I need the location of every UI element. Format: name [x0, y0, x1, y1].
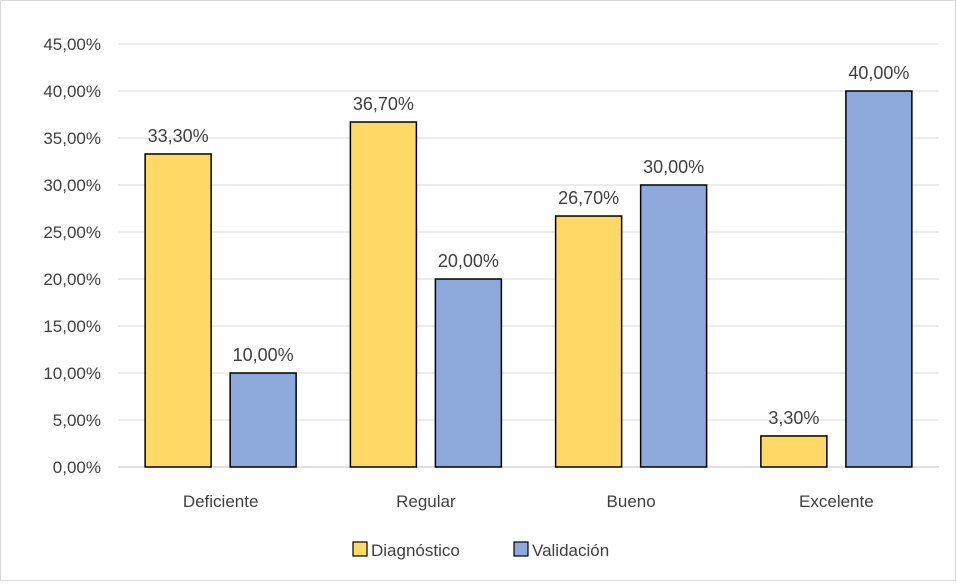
bar-diagnostico-excelente — [760, 435, 828, 468]
data-label: 36,70% — [353, 94, 414, 114]
x-category-label: Regular — [396, 492, 456, 511]
legend: Diagnóstico Validación — [352, 541, 609, 560]
x-axis-categories: Deficiente Regular Bueno Excelente — [183, 492, 874, 511]
data-label: 10,00% — [233, 345, 294, 365]
y-tick-label: 45,00% — [43, 35, 101, 54]
bar-diagnostico-bueno — [554, 215, 623, 468]
y-axis-ticks: 0,00% 5,00% 10,00% 15,00% 20,00% 25,00% 30,00%… — [43, 35, 101, 477]
x-category-label: Excelente — [799, 492, 874, 511]
bar-diagnostico-regular — [349, 121, 418, 468]
y-tick-label: 20,00% — [43, 270, 101, 289]
data-label: 3,30% — [768, 408, 819, 428]
bar-validacion-bueno — [639, 184, 708, 468]
data-labels: 33,30% 10,00% 36,70% 20,00% 26,70% 30,00% 3,30… — [148, 63, 910, 428]
y-tick-label: 5,00% — [53, 411, 101, 430]
x-category-label: Deficiente — [183, 492, 259, 511]
bar-validacion-excelente — [845, 90, 913, 468]
y-tick-label: 10,00% — [43, 364, 101, 383]
data-label: 33,30% — [148, 126, 209, 146]
bar-diagnostico-deficiente — [144, 153, 212, 468]
legend-label: Validación — [532, 541, 609, 560]
data-label: 40,00% — [848, 63, 909, 83]
x-category-label: Bueno — [607, 492, 656, 511]
y-tick-label: 30,00% — [43, 176, 101, 195]
data-label: 30,00% — [643, 157, 704, 177]
y-tick-label: 0,00% — [53, 458, 101, 477]
data-label: 20,00% — [438, 251, 499, 271]
bar-validacion-regular — [434, 278, 503, 468]
bars — [144, 90, 913, 468]
y-tick-label: 25,00% — [43, 223, 101, 242]
legend-label: Diagnóstico — [371, 541, 460, 560]
y-tick-label: 40,00% — [43, 82, 101, 101]
y-tick-label: 15,00% — [43, 317, 101, 336]
bar-validacion-deficiente — [229, 372, 297, 468]
data-label: 26,70% — [558, 188, 619, 208]
y-tick-label: 35,00% — [43, 129, 101, 148]
legend-swatch — [352, 541, 368, 557]
legend-swatch — [513, 541, 529, 557]
